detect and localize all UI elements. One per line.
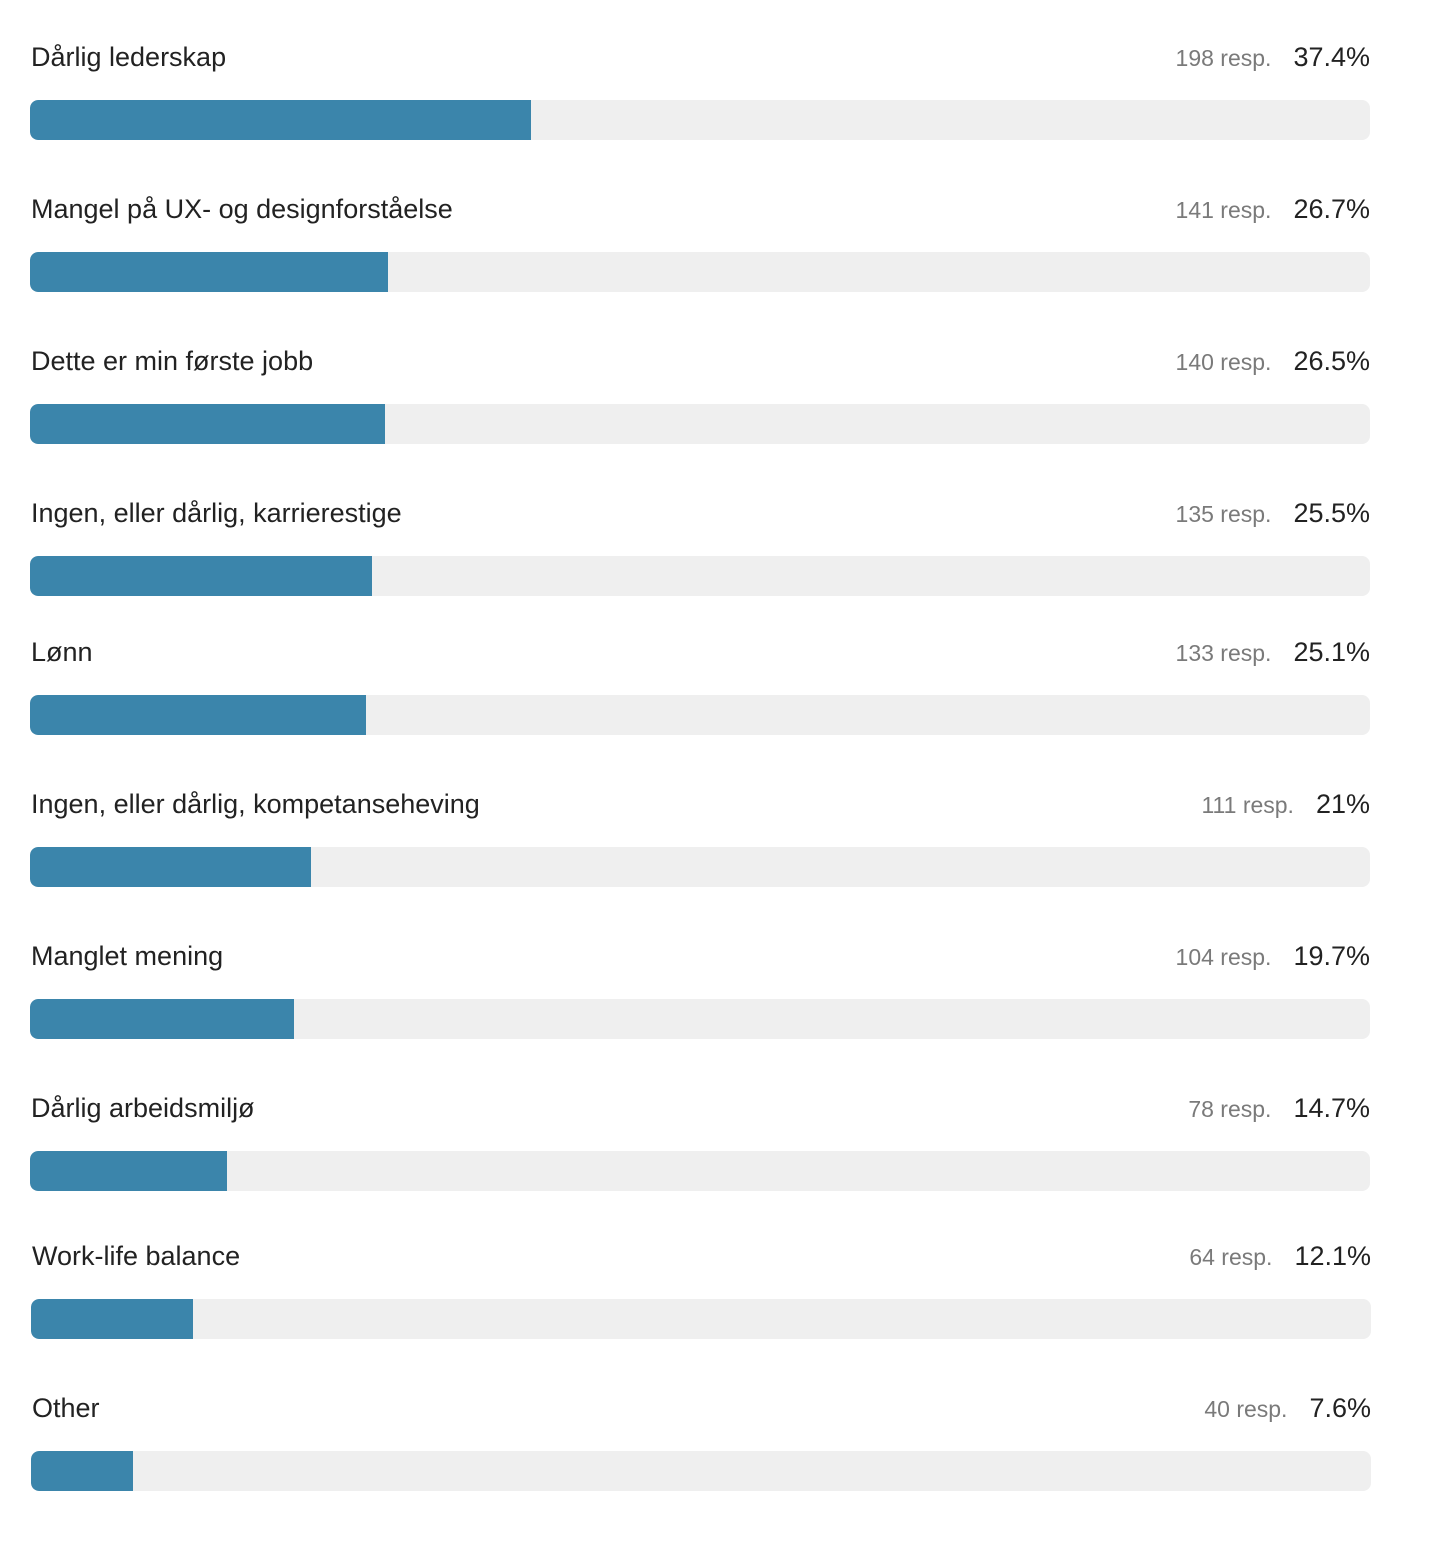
response-count: 78 resp. [1188,1096,1272,1122]
bar-track [30,556,1370,596]
bar-track [30,847,1370,887]
option-label: Ingen, eller dårlig, karrierestige [31,498,402,528]
option-label: Manglet mening [31,941,224,971]
response-count: 111 resp. [1201,792,1294,818]
bar-track [30,252,1370,292]
percentage: 12.1% [1294,1241,1371,1271]
option-label: Lønn [31,637,93,667]
option-label: Mangel på UX- og designforståelse [31,194,453,224]
bar-track [30,999,1370,1039]
result-row: Manglet mening 104 resp. 19.7% [30,943,1370,1043]
option-stats: 64 resp. 12.1% [1189,1243,1371,1270]
option-stats: 133 resp. 25.1% [1176,639,1370,666]
percentage: 25.5% [1293,498,1370,528]
bar-fill [30,847,312,887]
bar-track [30,1151,1370,1191]
result-row: Mangel på UX- og designforståelse 141 re… [30,196,1370,296]
percentage: 19.7% [1293,941,1370,971]
option-stats: 198 resp. 37.4% [1176,44,1370,71]
response-count: 140 resp. [1175,349,1272,375]
option-label: Dette er min første jobb [31,346,314,376]
response-count: 198 resp. [1175,45,1272,71]
response-count: 141 resp. [1175,197,1272,223]
result-row: Lønn 133 resp. 25.1% [30,639,1370,739]
bar-fill [30,556,372,596]
bar-fill [31,1299,194,1339]
option-stats: 104 resp. 19.7% [1176,943,1370,970]
percentage: 26.7% [1293,194,1370,224]
response-count: 133 resp. [1175,640,1272,666]
bar-track [30,404,1370,444]
result-row: Other 40 resp. 7.6% [31,1395,1371,1495]
option-label: Dårlig arbeidsmiljø [31,1093,255,1123]
bar-track [30,100,1370,140]
bar-fill [30,404,386,444]
response-count: 64 resp. [1189,1244,1273,1270]
option-stats: 78 resp. 14.7% [1188,1095,1370,1122]
option-stats: 141 resp. 26.7% [1176,196,1370,223]
result-row: Ingen, eller dårlig, karrierestige 135 r… [30,500,1370,600]
option-label: Other [32,1393,100,1423]
bar-fill [30,100,532,140]
bar-fill [30,695,367,735]
percentage: 21% [1315,789,1370,819]
percentage: 25.1% [1293,637,1370,667]
option-label: Work-life balance [32,1241,241,1271]
option-label: Ingen, eller dårlig, kompetanseheving [31,789,480,819]
response-count: 104 resp. [1175,944,1272,970]
bar-track [31,1451,1371,1491]
response-count: 40 resp. [1204,1396,1288,1422]
bar-fill [30,999,294,1039]
bar-track [30,695,1370,735]
percentage: 37.4% [1293,42,1370,72]
option-stats: 111 resp. 21% [1201,791,1370,818]
result-row: Dårlig arbeidsmiljø 78 resp. 14.7% [30,1095,1370,1195]
bar-fill [30,252,388,292]
result-row: Work-life balance 64 resp. 12.1% [31,1243,1371,1343]
option-label: Dårlig lederskap [31,42,227,72]
percentage: 7.6% [1309,1393,1371,1423]
percentage: 14.7% [1293,1093,1370,1123]
response-count: 135 resp. [1175,501,1272,527]
result-row: Dårlig lederskap 198 resp. 37.4% [30,44,1370,144]
option-stats: 135 resp. 25.5% [1176,500,1370,527]
option-stats: 140 resp. 26.5% [1176,348,1370,375]
bar-fill [31,1451,133,1491]
bar-fill [30,1151,227,1191]
option-stats: 40 resp. 7.6% [1204,1395,1371,1422]
bar-track [31,1299,1371,1339]
result-row: Dette er min første jobb 140 resp. 26.5% [30,348,1370,448]
percentage: 26.5% [1293,346,1370,376]
result-row: Ingen, eller dårlig, kompetanseheving 11… [30,791,1370,891]
